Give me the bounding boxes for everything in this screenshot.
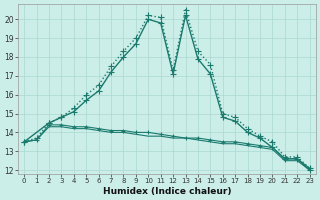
X-axis label: Humidex (Indice chaleur): Humidex (Indice chaleur) (103, 187, 231, 196)
